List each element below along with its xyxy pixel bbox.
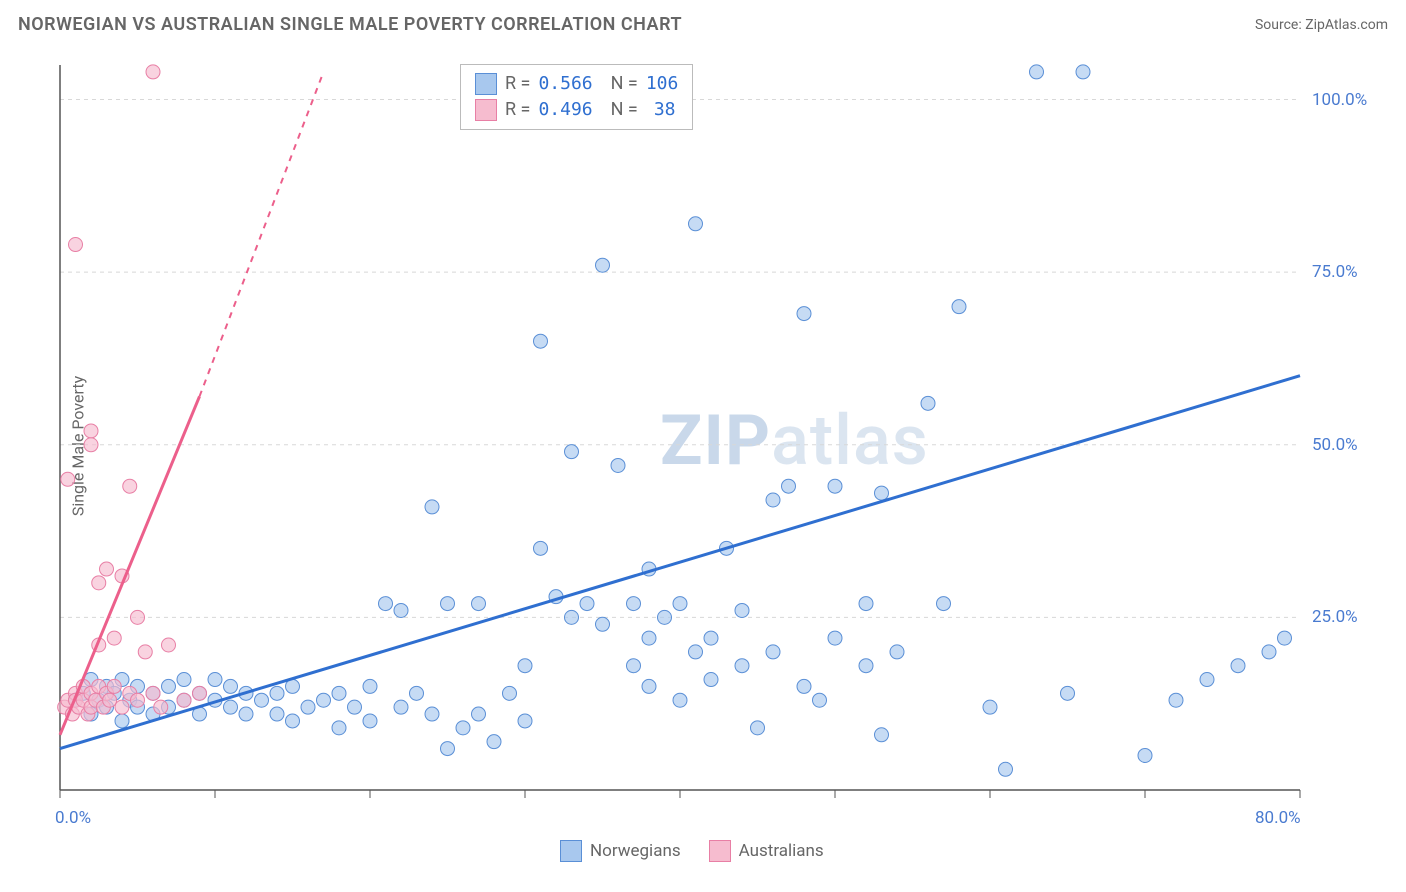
legend-swatch [709,840,731,862]
bottom-legend: Norwegians Australians [560,840,824,862]
legend-swatch [475,99,497,121]
y-tick-label: 100.0% [1312,90,1367,110]
stats-row: R =0.496 N =38 [475,97,678,123]
source-label: Source: ZipAtlas.com [1255,17,1388,33]
stats-legend: R =0.566 N =106 R =0.496 N =38 [460,64,693,130]
legend-swatch [475,73,497,95]
y-tick-label: 25.0% [1312,607,1358,627]
stats-row: R =0.566 N =106 [475,71,678,97]
y-tick-label: 75.0% [1312,262,1358,282]
x-tick-label: 80.0% [1255,808,1301,828]
x-tick-label: 0.0% [55,808,91,828]
legend-item: Australians [709,840,824,862]
y-tick-label: 50.0% [1312,435,1358,455]
legend-item: Norwegians [560,840,681,862]
scatter-chart [50,60,1380,830]
chart-title: NORWEGIAN VS AUSTRALIAN SINGLE MALE POVE… [18,14,682,35]
legend-swatch [560,840,582,862]
